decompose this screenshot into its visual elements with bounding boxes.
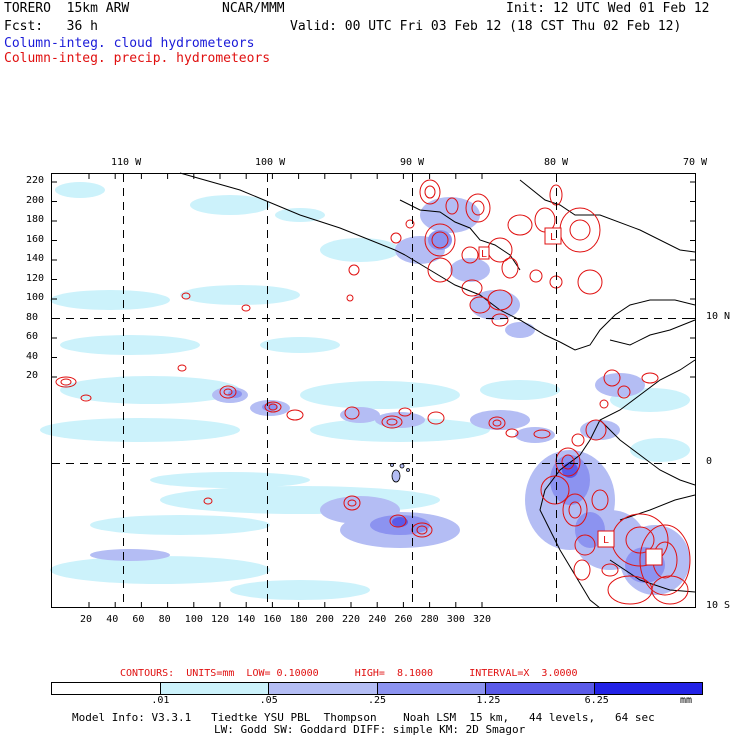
- longitude-label: 90 W: [400, 157, 425, 168]
- color-bar-segment: [485, 683, 594, 694]
- color-bar-segment: [593, 683, 702, 694]
- contour-info: CONTOURS: UNITS=mm LOW= 0.10000 HIGH= 8.…: [120, 668, 578, 679]
- x-tick-label: 240: [368, 614, 387, 625]
- color-bar-segment: [268, 683, 377, 694]
- y-tick-label: 40: [26, 350, 39, 362]
- color-bar-segment: [376, 683, 485, 694]
- x-tick-label: 140: [237, 614, 256, 625]
- x-tick-label: 220: [342, 614, 361, 625]
- y-tick-label: 20: [26, 370, 39, 381]
- y-tick-label: 160: [26, 233, 45, 245]
- y-tick-label: 200: [26, 194, 45, 206]
- precip-contours: [55, 179, 691, 605]
- x-tick-label: 200: [315, 614, 334, 625]
- y-tick-label: 80: [26, 311, 39, 323]
- field-cloud-label: Column-integ. cloud hydrometeors: [4, 36, 255, 51]
- color-bar-segment: [159, 683, 268, 694]
- color-bar-segment: [52, 683, 160, 694]
- x-tick-label: 60: [132, 614, 145, 625]
- y-tick-label: 220: [26, 175, 45, 186]
- x-tick-label: 40: [106, 614, 119, 625]
- x-tick-label: 160: [263, 614, 282, 625]
- color-bar-label: .25: [368, 695, 387, 706]
- low-markers: [478, 227, 663, 566]
- x-tick-label: 100: [184, 614, 203, 625]
- coastlines: [179, 172, 696, 609]
- x-tick-label: 300: [446, 614, 465, 625]
- color-bar-unit: mm: [680, 695, 693, 706]
- longitude-label: 100 W: [255, 157, 286, 168]
- latitude-label: 10 N: [706, 311, 731, 322]
- low-marker-letters: L L L: [481, 232, 609, 546]
- valid-time: Valid: 00 UTC Fri 03 Feb 12 (18 CST Thu …: [290, 19, 682, 34]
- latitude-label: 10 S: [706, 600, 731, 611]
- x-tick-label: 80: [158, 614, 171, 625]
- forecast-hour: Fcst: 36 h: [4, 19, 98, 34]
- center-title: NCAR/MMM: [222, 1, 285, 16]
- lat-lon-grid: [52, 174, 695, 607]
- y-tick-label: 140: [26, 253, 45, 264]
- x-tick-label: 280: [420, 614, 439, 625]
- longitude-label: 80 W: [544, 157, 569, 168]
- low-label: L: [550, 232, 556, 243]
- y-tick-label: 60: [26, 331, 39, 342]
- y-tick-label: 100: [26, 292, 45, 303]
- model-info-line1: Model Info: V3.3.1 Tiedtke YSU PBL Thomp…: [72, 711, 655, 724]
- latitude-label: 0: [706, 456, 713, 467]
- x-tick-label: 180: [289, 614, 308, 625]
- x-tick-label: 320: [473, 614, 492, 625]
- y-tick-label: 120: [26, 272, 45, 284]
- x-tick-label: 120: [211, 614, 230, 625]
- x-tick-label: 20: [80, 614, 93, 625]
- low-label: L: [481, 249, 487, 260]
- low-label: L: [603, 535, 609, 546]
- galapagos-islands: [390, 463, 410, 483]
- longitude-label: 70 W: [683, 157, 708, 168]
- plot-frame: [51, 173, 696, 608]
- color-bar: [51, 682, 703, 695]
- y-tick-label: 180: [26, 214, 45, 225]
- color-bar-label: .05: [259, 695, 278, 706]
- color-bar-label: 1.25: [476, 695, 501, 706]
- model-title: TORERO 15km ARW: [4, 1, 130, 16]
- color-bar-label: .01: [151, 695, 170, 706]
- init-time: Init: 12 UTC Wed 01 Feb 12: [506, 1, 710, 16]
- axis-ticks: [52, 174, 695, 607]
- model-info-line2: LW: Godd SW: Goddard DIFF: simple KM: 2D…: [214, 723, 526, 736]
- field-precip-label: Column-integ. precip. hydrometeors: [4, 51, 271, 66]
- longitude-label: 110 W: [111, 157, 142, 168]
- color-bar-label: 6.25: [584, 695, 609, 706]
- x-tick-label: 260: [394, 614, 413, 625]
